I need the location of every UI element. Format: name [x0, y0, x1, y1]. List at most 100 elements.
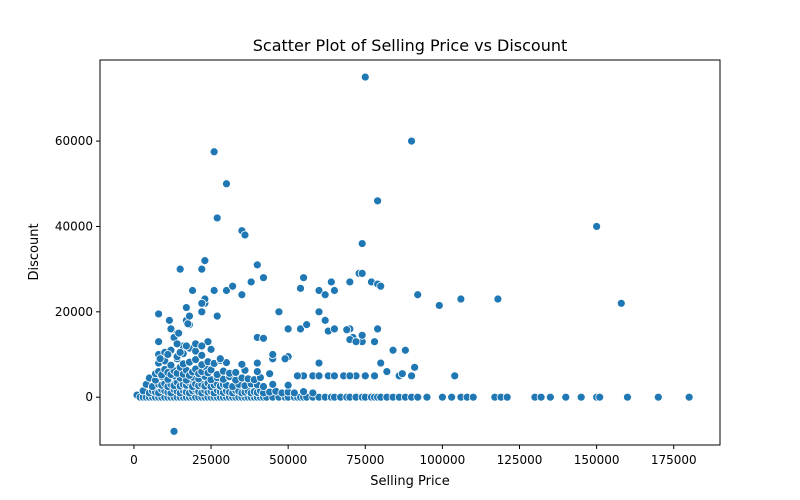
- scatter-point: [342, 325, 352, 335]
- scatter-point: [407, 136, 416, 146]
- scatter-point: [268, 379, 278, 389]
- x-tick-label: 25000: [192, 453, 230, 467]
- scatter-point: [181, 341, 191, 351]
- scatter-point: [299, 387, 308, 397]
- scatter-point: [237, 290, 247, 300]
- scatter-point: [536, 392, 546, 402]
- scatter-point: [561, 392, 571, 402]
- scatter-point: [175, 347, 185, 357]
- scatter-point: [314, 286, 324, 295]
- scatter-point: [357, 239, 367, 248]
- scatter-point: [163, 350, 173, 359]
- scatter-point: [280, 354, 290, 364]
- scatter-point: [240, 230, 250, 240]
- scatter-point: [296, 283, 305, 293]
- scatter-point: [259, 333, 268, 343]
- scatter-point: [289, 388, 299, 398]
- x-tick-label: 150000: [574, 453, 620, 467]
- scatter-point: [252, 260, 262, 270]
- scatter-point: [283, 324, 293, 334]
- plot-frame: [99, 59, 721, 446]
- scatter-point: [653, 392, 663, 402]
- scatter-point: [330, 371, 339, 381]
- scatter-point: [468, 392, 478, 402]
- x-tick-label: 0: [130, 453, 138, 467]
- scatter-point: [351, 337, 361, 347]
- scatter-points: [132, 72, 694, 436]
- scatter-point: [545, 392, 555, 402]
- scatter-point: [191, 355, 201, 365]
- scatter-point: [174, 328, 184, 338]
- scatter-point: [314, 358, 324, 368]
- scatter-point: [447, 392, 457, 402]
- scatter-point: [188, 286, 197, 295]
- scatter-point: [320, 290, 330, 300]
- scatter-point: [259, 273, 268, 283]
- scatter-point: [308, 388, 318, 398]
- scatter-point: [330, 324, 339, 334]
- scatter-point: [155, 354, 165, 364]
- scatter-point: [388, 345, 398, 355]
- scatter-point: [212, 311, 222, 321]
- scatter-point: [252, 358, 262, 368]
- scatter-point: [166, 360, 176, 370]
- scatter-point: [222, 358, 231, 368]
- scatter-point: [259, 382, 268, 391]
- y-tick-label: 60000: [55, 134, 93, 148]
- scatter-point: [357, 269, 367, 278]
- scatter-point: [437, 392, 447, 402]
- scatter-point: [576, 392, 586, 402]
- scatter-point: [407, 371, 416, 381]
- scatter-point: [330, 286, 339, 295]
- scatter-point: [197, 307, 207, 317]
- scatter-point: [231, 368, 241, 377]
- scatter-point: [314, 307, 324, 317]
- scatter-point: [373, 324, 383, 334]
- chart-title: Scatter Plot of Selling Price vs Discoun…: [253, 36, 568, 55]
- scatter-point: [172, 339, 182, 349]
- y-tick-label: 0: [85, 390, 93, 404]
- scatter-point: [595, 392, 605, 402]
- scatter-point: [212, 213, 222, 223]
- scatter-point: [222, 179, 231, 189]
- scatter-point: [450, 371, 460, 381]
- scatter-point: [413, 392, 423, 402]
- scatter-point: [274, 307, 284, 317]
- scatter-point: [456, 294, 466, 304]
- scatter-point: [246, 277, 256, 287]
- scatter-point: [175, 264, 185, 274]
- scatter-point: [397, 369, 407, 379]
- scatter-point: [164, 315, 174, 325]
- scatter-point: [222, 286, 231, 295]
- scatter-point: [616, 298, 626, 308]
- scatter-point: [197, 350, 207, 360]
- scatter-point: [326, 277, 336, 287]
- scatter-point: [203, 337, 213, 347]
- scatter-point: [357, 330, 367, 340]
- scatter-point: [154, 337, 164, 347]
- x-axis: 0 25000 50000 75000 100000 125000 150000 175000: [130, 445, 697, 467]
- scatter-point: [169, 426, 179, 436]
- scatter-point: [293, 371, 302, 381]
- scatter-point: [376, 358, 386, 368]
- scatter-point: [434, 301, 444, 310]
- scatter-point: [237, 359, 247, 369]
- scatter-point: [197, 341, 207, 351]
- scatter-point: [373, 196, 383, 206]
- scatter-point: [252, 367, 262, 376]
- scatter-point: [268, 350, 278, 359]
- scatter-point: [360, 72, 370, 82]
- x-axis-title: Selling Price: [370, 474, 449, 489]
- scatter-point: [400, 345, 410, 355]
- scatter-point: [502, 392, 512, 402]
- scatter-point: [209, 286, 219, 295]
- scatter-point: [592, 222, 602, 231]
- scatter-point: [197, 264, 207, 274]
- scatter-point: [410, 362, 420, 372]
- scatter-point: [345, 371, 355, 381]
- scatter-point: [493, 294, 503, 304]
- scatter-point: [302, 320, 312, 330]
- scatter-point: [413, 290, 423, 300]
- x-tick-label: 175000: [651, 453, 697, 467]
- scatter-point: [200, 256, 210, 266]
